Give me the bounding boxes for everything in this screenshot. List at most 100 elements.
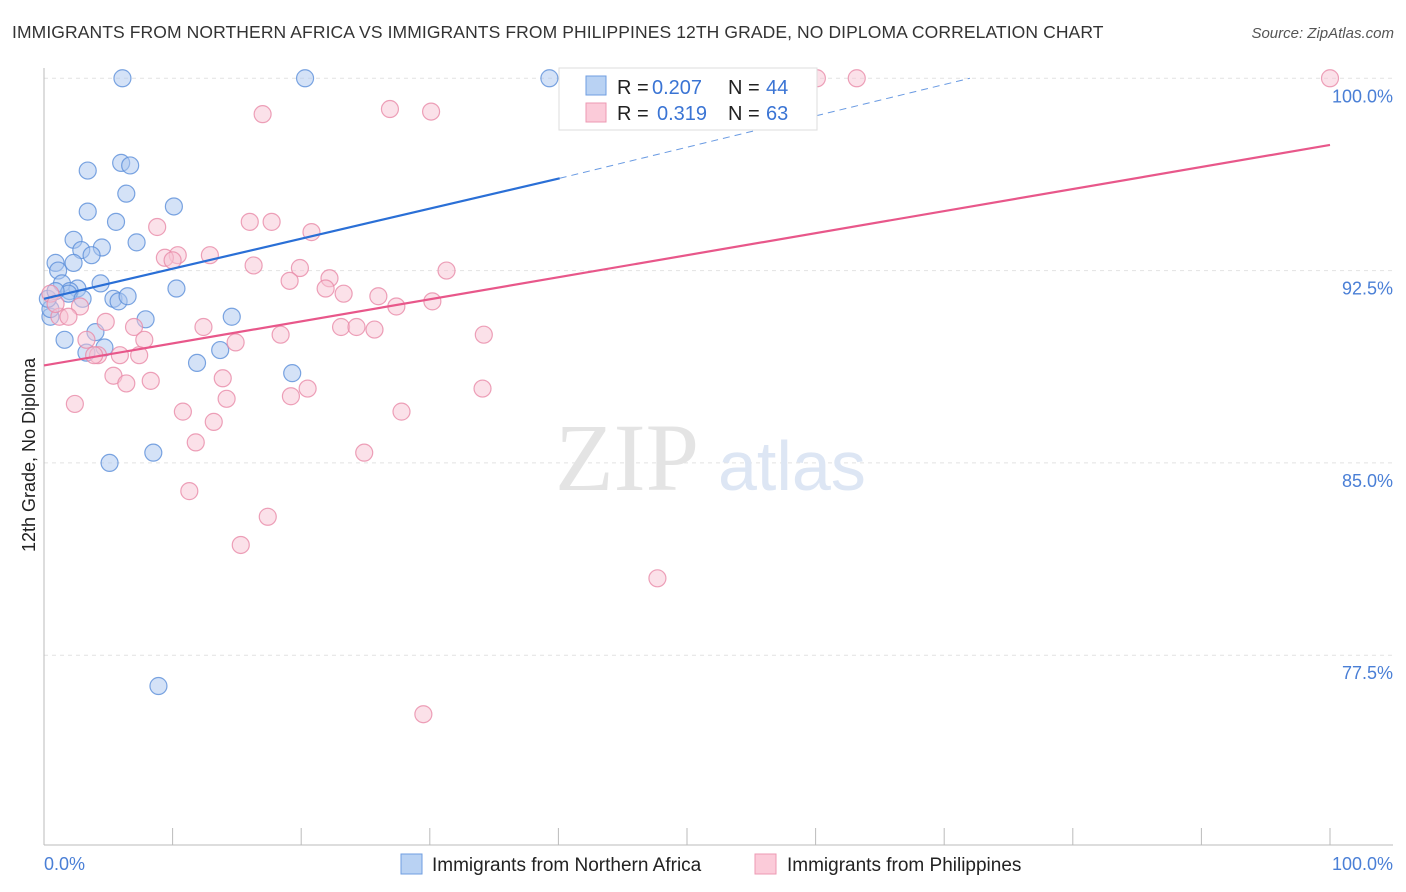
legend-n-value-blue: 44 — [766, 77, 788, 99]
point-philippines — [194, 317, 213, 337]
trend-line-philippines — [43, 143, 1331, 367]
point-philippines — [77, 330, 96, 349]
point-philippines — [65, 394, 84, 414]
point-northern-africa — [82, 246, 101, 265]
legend-r-label: R = — [617, 103, 649, 125]
point-philippines — [280, 271, 299, 290]
y-tick-label: 92.5% — [1342, 279, 1393, 299]
legend-swatch-blue — [585, 75, 607, 96]
point-philippines — [262, 212, 281, 231]
bottom-legend: Immigrants from Northern Africa Immigran… — [400, 853, 1021, 876]
point-northern-africa — [55, 330, 74, 349]
legend: R = 0.207 N = 44 R = 0.319 N = 63 — [558, 67, 818, 131]
point-philippines — [135, 330, 154, 349]
source-label: Source: ZipAtlas.com — [1251, 25, 1394, 42]
point-philippines — [148, 217, 167, 237]
point-northern-africa — [144, 443, 163, 462]
svg-text:ZIP: ZIP — [555, 404, 699, 511]
y-tick-label: 77.5% — [1342, 663, 1393, 683]
point-philippines — [231, 535, 250, 555]
legend-swatch-pink — [585, 102, 607, 123]
point-philippines — [204, 412, 223, 431]
chart-title: IMMIGRANTS FROM NORTHERN AFRICA VS IMMIG… — [12, 22, 1104, 42]
bottom-legend-label-blue: Immigrants from Northern Africa — [432, 855, 702, 876]
legend-n-label: N = — [728, 77, 760, 99]
point-philippines — [290, 258, 310, 278]
point-northern-africa — [164, 197, 183, 216]
y-tick-label: 100.0% — [1332, 86, 1393, 106]
point-philippines — [258, 507, 277, 526]
point-philippines — [226, 333, 245, 352]
point-northern-africa — [295, 69, 315, 88]
svg-text:atlas: atlas — [718, 427, 866, 505]
point-philippines — [298, 379, 317, 398]
x-tick-label-100: 100.0% — [1332, 854, 1393, 874]
point-northern-africa — [100, 453, 119, 473]
point-northern-africa — [118, 287, 137, 306]
point-philippines — [281, 387, 301, 406]
point-philippines — [244, 256, 263, 275]
point-philippines — [213, 369, 232, 388]
point-northern-africa — [540, 69, 559, 88]
legend-r-value-pink: 0.319 — [657, 103, 707, 125]
point-philippines — [59, 307, 78, 326]
point-northern-africa — [117, 184, 136, 203]
point-northern-africa — [64, 253, 83, 272]
point-northern-africa — [222, 307, 241, 326]
point-philippines — [414, 705, 433, 724]
point-philippines — [253, 105, 272, 124]
point-northern-africa — [78, 202, 97, 221]
point-philippines — [437, 261, 456, 280]
point-philippines — [1320, 69, 1340, 88]
x-tick-label-0: 0.0% — [44, 854, 85, 874]
point-philippines — [355, 443, 374, 462]
point-philippines — [347, 317, 366, 337]
point-philippines — [473, 379, 492, 398]
point-northern-africa — [149, 676, 168, 696]
point-philippines — [380, 99, 400, 119]
point-northern-africa — [127, 233, 146, 252]
point-philippines — [186, 433, 205, 452]
point-northern-africa — [187, 353, 207, 373]
point-philippines — [141, 371, 160, 390]
point-philippines — [173, 402, 192, 421]
bottom-legend-swatch-pink — [754, 853, 777, 875]
legend-n-label: N = — [728, 103, 760, 125]
point-philippines — [423, 292, 442, 311]
point-philippines — [474, 325, 493, 344]
point-philippines — [217, 389, 236, 408]
trend-line-extension — [559, 77, 971, 179]
legend-n-value-pink: 63 — [766, 103, 788, 125]
point-philippines — [271, 325, 290, 344]
point-philippines — [648, 569, 667, 588]
bottom-legend-label-pink: Immigrants from Philippines — [787, 855, 1021, 876]
point-philippines — [96, 312, 115, 331]
point-philippines — [421, 102, 441, 121]
trend-line-northern-africa — [43, 177, 560, 300]
point-philippines — [334, 284, 353, 303]
point-northern-africa — [121, 156, 140, 175]
point-philippines — [110, 346, 129, 365]
point-philippines — [847, 69, 866, 88]
point-northern-africa — [113, 69, 132, 88]
point-philippines — [124, 317, 144, 337]
legend-r-value-blue: 0.207 — [652, 77, 702, 99]
watermark: ZIP atlas — [555, 404, 866, 511]
point-philippines — [180, 482, 199, 501]
point-northern-africa — [283, 364, 302, 383]
y-tick-label: 85.0% — [1342, 471, 1393, 491]
point-northern-africa — [167, 279, 186, 298]
point-northern-africa — [211, 340, 230, 360]
point-philippines — [392, 402, 411, 421]
bottom-legend-swatch-blue — [400, 853, 423, 875]
point-northern-africa — [78, 161, 97, 180]
y-axis-label: 12th Grade, No Diploma — [19, 357, 39, 552]
point-northern-africa — [106, 212, 126, 231]
point-philippines — [240, 212, 259, 231]
point-philippines — [316, 279, 335, 298]
point-philippines — [117, 374, 136, 393]
legend-r-label: R = — [617, 77, 649, 99]
point-philippines — [365, 320, 384, 339]
point-philippines — [369, 287, 388, 306]
